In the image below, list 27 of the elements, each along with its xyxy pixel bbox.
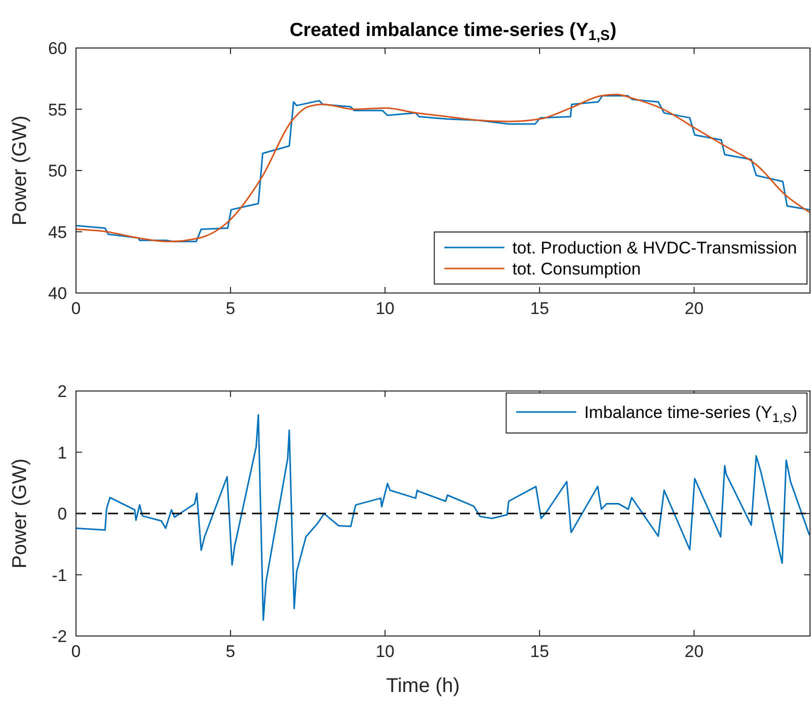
- y-axis-title: Power (GW): [9, 458, 31, 568]
- y-tick-label: 60: [48, 39, 67, 58]
- y-tick-label: 40: [48, 284, 67, 303]
- x-tick-label: 0: [71, 642, 81, 661]
- y-tick-label: 1: [58, 443, 67, 462]
- y-tick-label: 45: [48, 222, 67, 242]
- y-tick-label: -1: [52, 566, 67, 585]
- y-tick-label: 55: [48, 100, 67, 120]
- legend-label: tot. Production & HVDC-Transmission: [512, 238, 798, 258]
- x-tick-label: 5: [226, 642, 236, 661]
- y-tick-label: 0: [58, 504, 67, 524]
- x-tick-label: 20: [684, 642, 704, 661]
- legend-label: tot. Consumption: [512, 260, 641, 278]
- y-axis-title: Power (GW): [9, 116, 31, 226]
- y-tick-label: 50: [48, 162, 67, 180]
- x-tick-label: 10: [376, 299, 395, 318]
- x-tick-label: 15: [530, 299, 550, 318]
- chart-title: Created imbalance time-series (Y$_{1,S}$): [290, 20, 616, 44]
- x-tick-label: 15: [530, 642, 550, 661]
- x-tick-label: 5: [226, 299, 236, 318]
- legend-label: Imbalance time-series (Y$_{1,S}$): [584, 403, 798, 425]
- x-tick-label: 20: [684, 299, 704, 318]
- x-axis-title: Time (h): [386, 675, 460, 697]
- y-tick-label: -2: [52, 627, 67, 646]
- x-tick-label: 0: [71, 299, 81, 318]
- y-tick-label: 2: [58, 382, 67, 401]
- x-tick-label: 10: [376, 642, 395, 661]
